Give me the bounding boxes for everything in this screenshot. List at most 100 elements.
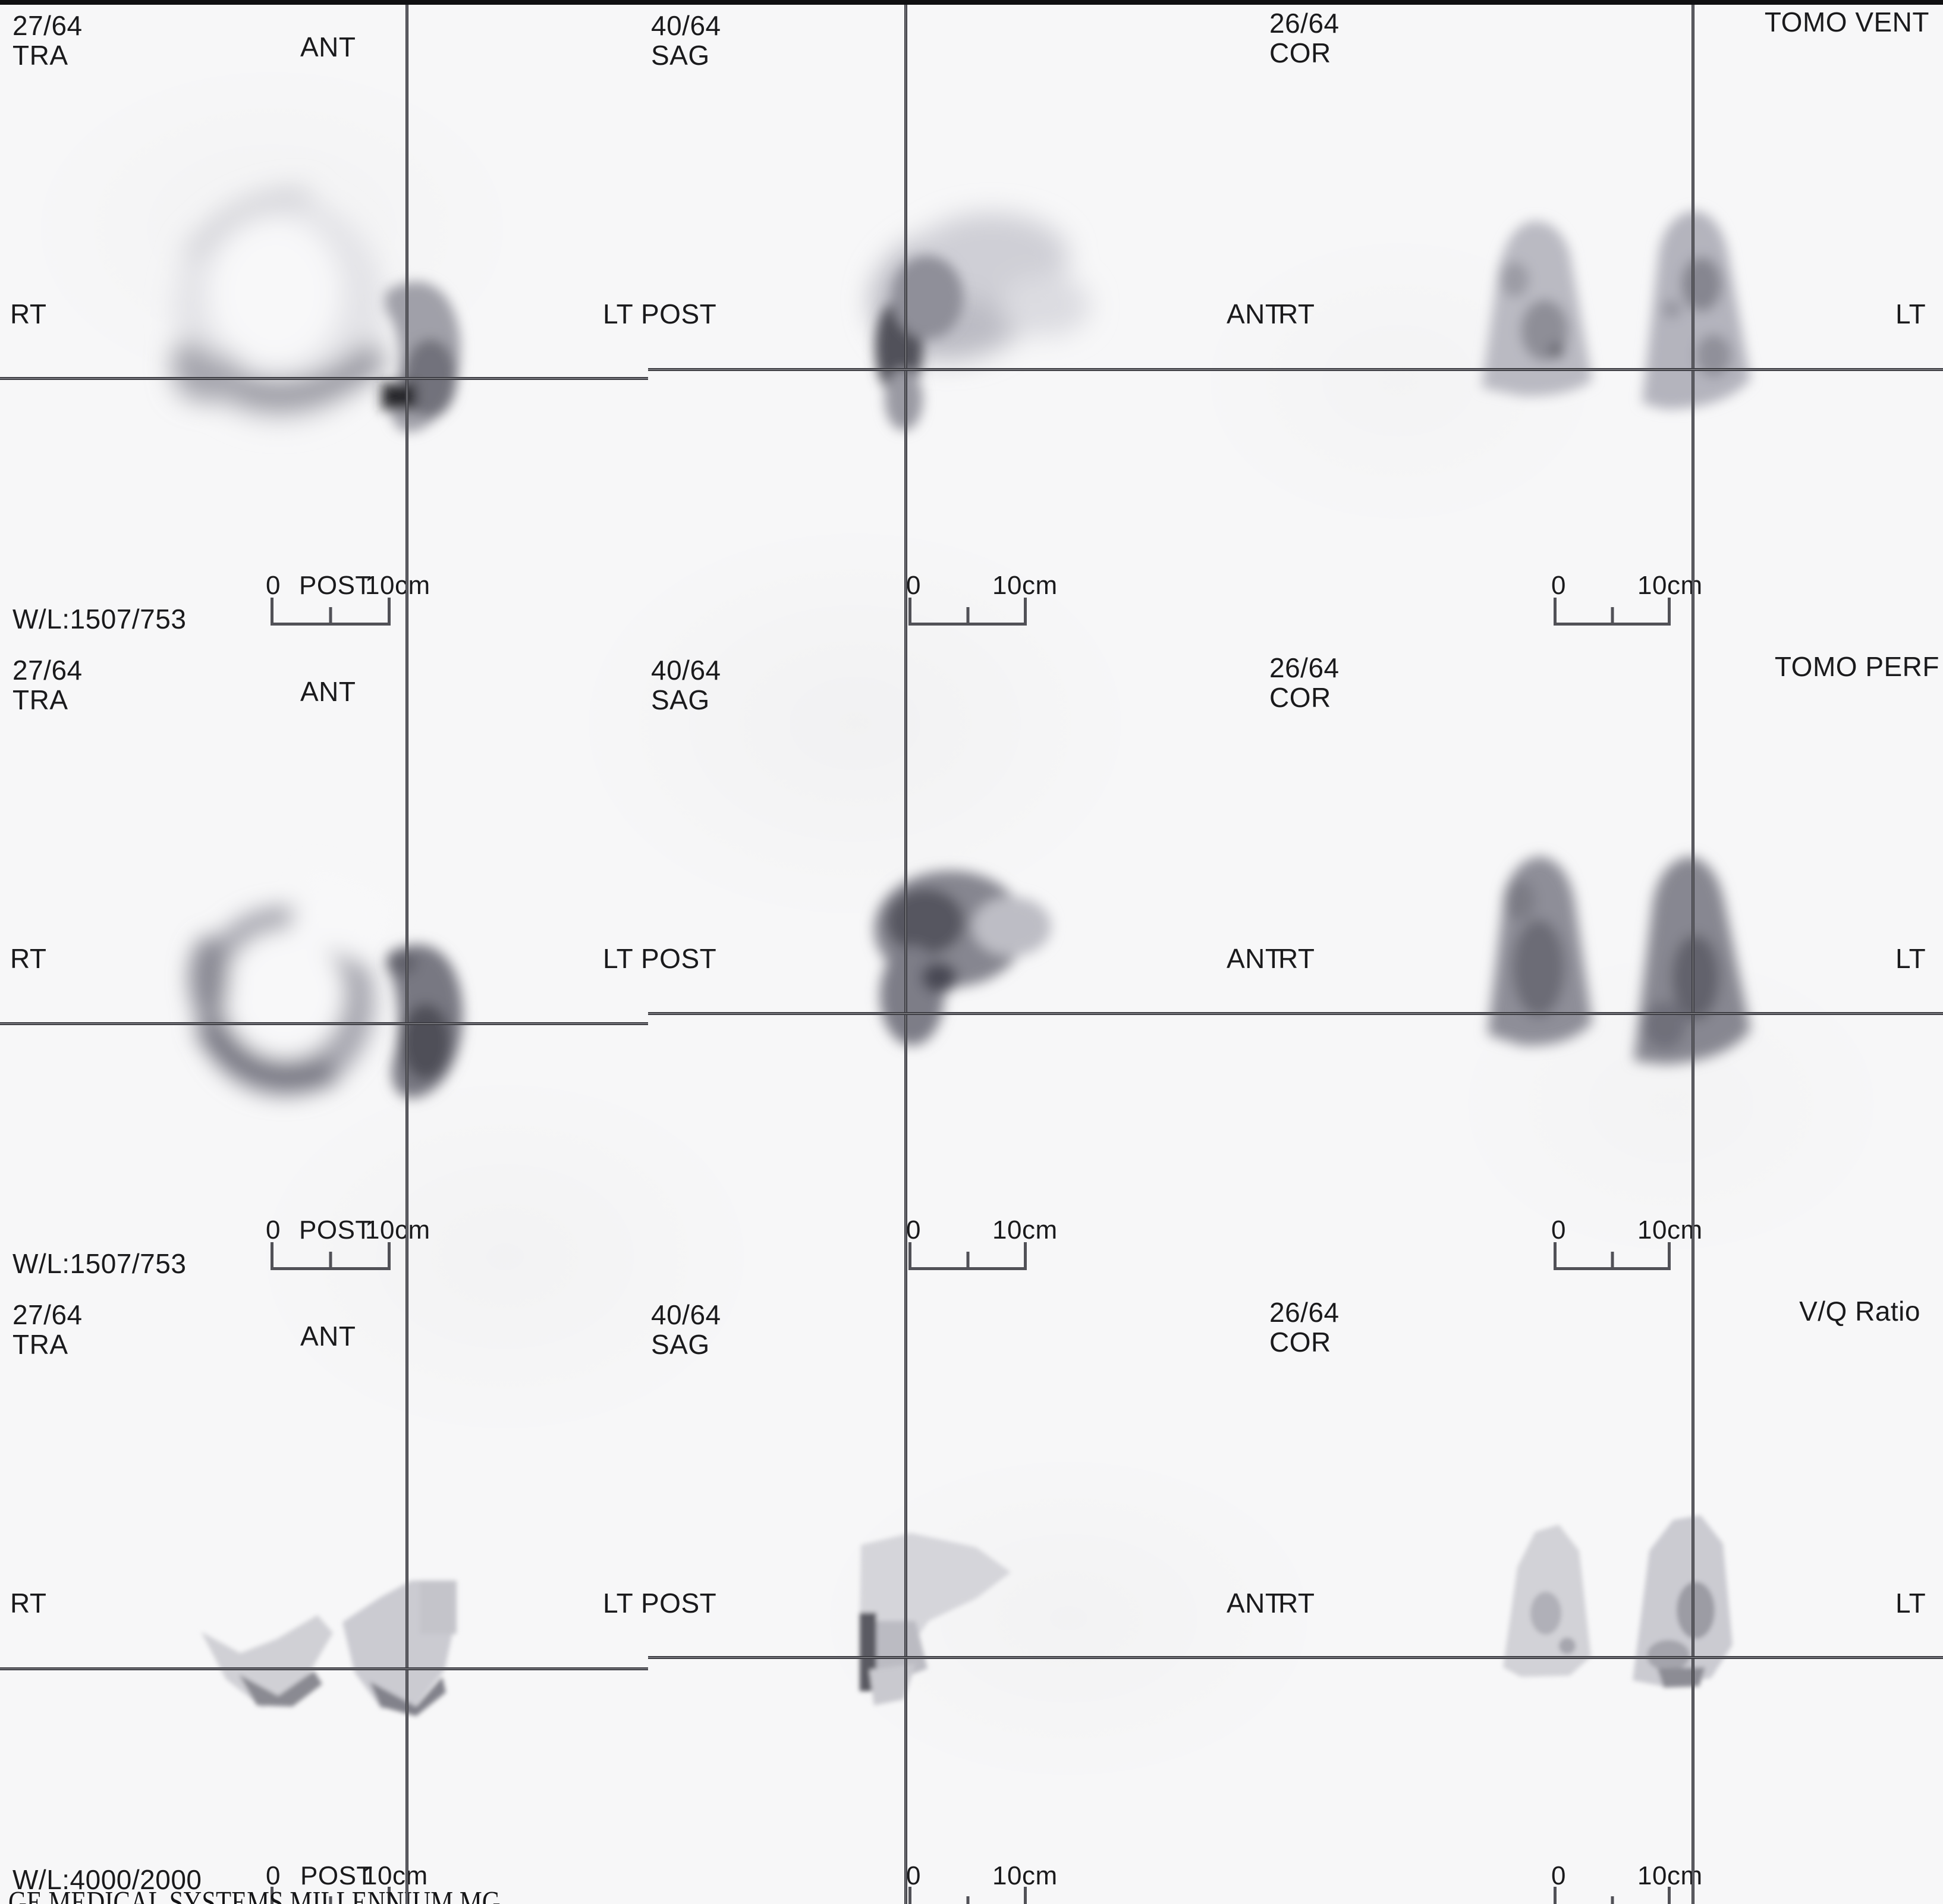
row-vq-ratio: 27/64 TRA ANT 40/64 SAG 26/64 COR V/Q Ra… [0, 1289, 1943, 1904]
scale-ruler [271, 598, 391, 626]
vent-tra-image [168, 188, 461, 432]
row-tomo-vent: 27/64 TRA ANT 40/64 SAG 26/64 COR TOMO V… [0, 0, 1943, 645]
orientation-left-rt: RT [1278, 299, 1315, 329]
vq-ratio-images[interactable] [0, 1289, 1943, 1904]
ruler-mid-tick [1611, 1896, 1614, 1904]
plane-label: COR [1269, 682, 1331, 713]
crosshair-horizontal-perf [648, 1012, 1943, 1015]
vent-sag-image [870, 213, 1090, 431]
crosshair-horizontal-vq [648, 1656, 1943, 1659]
scale-ruler [271, 1242, 391, 1270]
scale-10cm: 10cm [992, 571, 1058, 600]
plane-label: SAG [651, 1329, 710, 1360]
scale-zero: 0 [1551, 1861, 1566, 1890]
scale-10cm: 10cm [1637, 1861, 1703, 1890]
orientation-top-ant: ANT [300, 32, 356, 62]
ruler-mid-tick [966, 1896, 969, 1904]
orientation-left-post: POST [641, 299, 717, 329]
ruler-mid-tick [329, 1896, 332, 1904]
orientation-left-rt: RT [10, 943, 47, 974]
panel-info-sag: 40/64 SAG [651, 11, 721, 70]
row-tomo-perf: 27/64 TRA ANT 40/64 SAG 26/64 COR TOMO P… [0, 645, 1943, 1289]
scale-10cm: 10cm [363, 1861, 428, 1890]
plane-label: COR [1269, 1327, 1331, 1358]
scale-zero: 0 [266, 571, 281, 600]
vq-cor-image [1503, 1515, 1733, 1688]
scale-10cm: 10cm [1637, 571, 1703, 600]
scale-zero: 0 [906, 571, 921, 600]
orientation-left-rt: RT [10, 1588, 47, 1619]
crosshair-horizontal-vent-tra [0, 377, 648, 380]
perf-cor-image [1488, 856, 1750, 1064]
scale-post: POST [300, 1861, 373, 1890]
plane-label: SAG [651, 40, 710, 71]
slice-counter: 26/64 [1269, 8, 1340, 39]
orientation-left-rt: RT [1278, 1588, 1315, 1619]
crosshair-vertical-tra [405, 4, 408, 1904]
crosshair-horizontal-vq-tra [0, 1667, 648, 1670]
slice-counter: 27/64 [12, 10, 83, 41]
vq-tra-image [201, 1581, 457, 1716]
crosshair-vertical-cor [1692, 4, 1694, 1904]
scale-post: POST [299, 1215, 372, 1245]
crosshair-horizontal-perf-tra [0, 1022, 648, 1025]
slice-counter: 26/64 [1269, 652, 1340, 683]
scale-zero: 0 [1551, 571, 1566, 600]
ruler-mid-tick [1611, 607, 1614, 623]
window-level-readout: W/L:1507/753 [12, 1248, 187, 1279]
slice-counter: 40/64 [651, 10, 721, 41]
film-top-border [0, 0, 1943, 5]
slice-counter: 27/64 [12, 655, 83, 686]
scale-10cm: 10cm [365, 1215, 430, 1245]
scale-ruler [271, 1887, 391, 1904]
scale-ruler [908, 598, 1027, 626]
panel-info-cor: 26/64 COR [1269, 653, 1340, 712]
slice-counter: 27/64 [12, 1299, 83, 1330]
orientation-left-post: POST [641, 943, 717, 974]
series-title: V/Q Ratio [1799, 1296, 1920, 1327]
panel-info-tra: 27/64 TRA [12, 655, 83, 715]
scale-10cm: 10cm [1637, 1215, 1703, 1245]
panel-info-cor: 26/64 COR [1269, 8, 1340, 68]
orientation-left-post: POST [641, 1588, 717, 1619]
scale-zero: 0 [1551, 1215, 1566, 1245]
scale-zero: 0 [266, 1861, 281, 1890]
orientation-right-lt: LT [1895, 943, 1926, 974]
vent-cor-image [1482, 210, 1750, 409]
ventilation-images[interactable] [0, 0, 1943, 645]
panel-info-sag: 40/64 SAG [651, 1300, 721, 1359]
perf-tra-image [189, 867, 463, 1098]
panel-info-tra: 27/64 TRA [12, 11, 83, 70]
scale-10cm: 10cm [365, 571, 430, 600]
scale-zero: 0 [906, 1215, 921, 1245]
ruler-mid-tick [1611, 1252, 1614, 1267]
orientation-top-ant: ANT [300, 676, 356, 707]
scale-ruler [1554, 1887, 1671, 1904]
orientation-right-ant: ANT [1227, 1588, 1282, 1619]
ruler-mid-tick [966, 1252, 969, 1267]
scale-ruler [1554, 598, 1671, 626]
scale-10cm: 10cm [992, 1215, 1058, 1245]
scale-ruler [908, 1242, 1027, 1270]
orientation-right-lt: LT [603, 943, 634, 974]
plane-label: SAG [651, 684, 710, 715]
scale-10cm: 10cm [992, 1861, 1058, 1890]
scale-zero: 0 [266, 1215, 281, 1245]
orientation-right-lt: LT [1895, 299, 1926, 329]
perfusion-images[interactable] [0, 645, 1943, 1289]
vendor-banner: GE MEDICAL SYSTEMS MILLENNIUM MG [8, 1886, 501, 1904]
vq-sag-image [860, 1533, 1011, 1705]
orientation-top-ant: ANT [300, 1321, 356, 1352]
perf-sag-image [874, 871, 1051, 1045]
crosshair-horizontal-vent [648, 368, 1943, 371]
panel-info-tra: 27/64 TRA [12, 1300, 83, 1359]
orientation-right-lt: LT [1895, 1588, 1926, 1619]
orientation-left-rt: RT [10, 299, 47, 329]
plane-label: TRA [12, 40, 68, 71]
plane-label: COR [1269, 37, 1331, 68]
orientation-left-rt: RT [1278, 943, 1315, 974]
scale-zero: 0 [906, 1861, 921, 1890]
scale-post: POST [299, 571, 372, 600]
scale-ruler [1554, 1242, 1671, 1270]
